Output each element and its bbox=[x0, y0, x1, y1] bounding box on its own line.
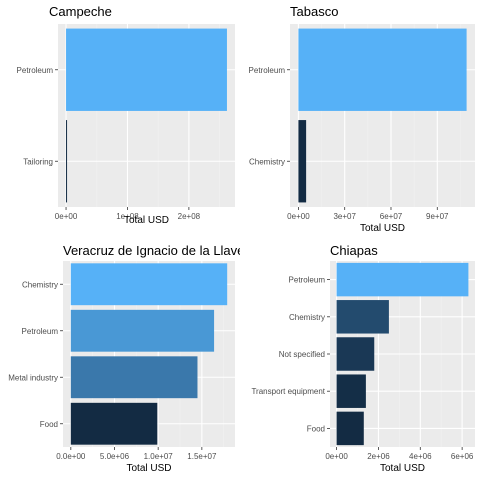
y-tick-label-petroleum: Petroleum bbox=[249, 66, 286, 75]
bar-petroleum bbox=[70, 309, 215, 352]
y-tick-label-transport-equipment: Transport equipment bbox=[251, 387, 325, 396]
x-tick-label: 0e+00 bbox=[325, 452, 348, 461]
y-tick-label-tailoring: Tailoring bbox=[23, 157, 53, 166]
panel-title: Tabasco bbox=[290, 4, 338, 19]
x-tick-label: 0.0e+00 bbox=[56, 452, 86, 461]
x-axis-title: Total USD bbox=[380, 463, 425, 474]
bar-chemistry bbox=[298, 120, 307, 203]
x-tick-label: 2e+06 bbox=[367, 452, 390, 461]
x-tick-label: 9e+07 bbox=[426, 212, 449, 221]
x-tick-label: 6e+06 bbox=[451, 452, 474, 461]
panel-chiapas: Petroleum Chemistry Not specified Transport… bbox=[251, 243, 475, 474]
x-axis-title: Total USD bbox=[124, 215, 169, 226]
y-tick-label-petroleum: Petroleum bbox=[289, 276, 326, 285]
x-tick-label: 3e+07 bbox=[333, 212, 356, 221]
y-tick-label-chemistry: Chemistry bbox=[289, 313, 325, 322]
x-tick-label: 2e+08 bbox=[178, 212, 201, 221]
bar-food bbox=[70, 402, 158, 445]
y-tick-label-not-specified: Not specified bbox=[279, 350, 325, 359]
bar-petroleum bbox=[298, 28, 467, 111]
y-tick-label-metal-industry: Metal industry bbox=[8, 373, 58, 382]
y-tick-label-food: Food bbox=[307, 424, 325, 433]
x-tick-label: 0e+00 bbox=[55, 212, 78, 221]
bar-petroleum bbox=[66, 28, 227, 111]
y-tick-label-food: Food bbox=[40, 420, 58, 429]
panel-tabasco: Petroleum Chemistry 0e+00 3e+07 6e+07 9e+07 To… bbox=[249, 4, 475, 234]
x-tick-label: 0e+00 bbox=[287, 212, 310, 221]
x-tick-label: 6e+07 bbox=[380, 212, 403, 221]
bar-transport-equipment bbox=[336, 374, 366, 408]
bar-metal-industry bbox=[70, 356, 198, 399]
x-tick-label: 1.0e+07 bbox=[144, 452, 174, 461]
bar-tailoring bbox=[66, 120, 68, 203]
x-tick-label: 1.5e+07 bbox=[187, 452, 217, 461]
x-tick-label: 5.0e+06 bbox=[100, 452, 130, 461]
bar-not-specified bbox=[336, 337, 375, 371]
panel-title: Campeche bbox=[49, 4, 112, 19]
y-tick-label-chemistry: Chemistry bbox=[22, 280, 58, 289]
bar-chemistry bbox=[336, 300, 389, 334]
y-tick-label-petroleum: Petroleum bbox=[22, 327, 59, 336]
y-tick-label-petroleum: Petroleum bbox=[17, 66, 54, 75]
panel-title: Veracruz de Ignacio de la Llave bbox=[63, 243, 244, 258]
bar-petroleum bbox=[336, 262, 469, 297]
y-tick-label-chemistry: Chemistry bbox=[249, 157, 285, 166]
bar-food bbox=[336, 411, 364, 446]
panel-veracruz-de-ignacio-de-la-llave: Chemistry Petroleum Metal industry Food 0.0e… bbox=[8, 243, 244, 474]
panel-title: Chiapas bbox=[330, 243, 378, 258]
x-axis-title: Total USD bbox=[126, 463, 171, 474]
bar-chemistry bbox=[70, 263, 228, 306]
x-axis-title: Total USD bbox=[360, 223, 405, 234]
x-tick-label: 1e+08 bbox=[116, 212, 139, 221]
panel-campeche: Petroleum Tailoring 0e+00 1e+08 2e+08 Total U… bbox=[17, 4, 235, 226]
x-tick-label: 4e+06 bbox=[409, 452, 432, 461]
